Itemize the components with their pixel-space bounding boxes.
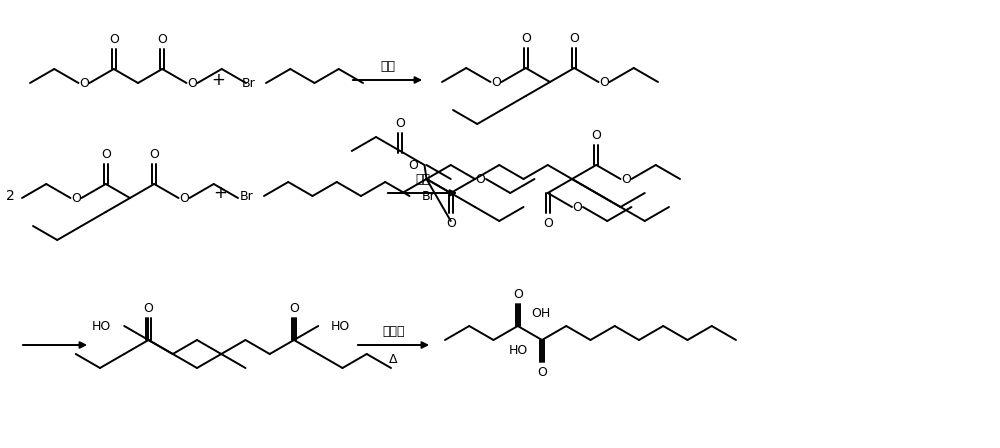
Text: O: O bbox=[491, 76, 501, 89]
Text: O: O bbox=[543, 216, 553, 229]
Text: O: O bbox=[144, 302, 153, 314]
Text: O: O bbox=[289, 302, 299, 314]
Text: O: O bbox=[71, 191, 81, 204]
Text: Δ: Δ bbox=[389, 353, 398, 366]
Text: O: O bbox=[599, 76, 609, 89]
Text: O: O bbox=[395, 116, 405, 129]
Text: O: O bbox=[591, 129, 601, 142]
Text: OH: OH bbox=[532, 306, 551, 319]
Text: Br: Br bbox=[240, 190, 254, 202]
Text: O: O bbox=[187, 77, 197, 90]
Text: O: O bbox=[521, 31, 531, 44]
Text: Br: Br bbox=[242, 77, 256, 90]
Text: O: O bbox=[621, 172, 631, 185]
Text: Br: Br bbox=[421, 190, 435, 202]
Text: O: O bbox=[537, 366, 547, 379]
Text: 催化剂: 催化剂 bbox=[382, 324, 405, 337]
Text: O: O bbox=[157, 33, 167, 46]
Text: O: O bbox=[179, 191, 189, 204]
Text: 强碱: 强碱 bbox=[415, 172, 430, 185]
Text: HO: HO bbox=[92, 319, 111, 332]
Text: O: O bbox=[101, 147, 111, 160]
Text: O: O bbox=[409, 159, 419, 172]
Text: 2: 2 bbox=[6, 189, 14, 203]
Text: O: O bbox=[513, 288, 523, 301]
Text: O: O bbox=[573, 201, 582, 214]
Text: O: O bbox=[446, 216, 456, 229]
Text: O: O bbox=[79, 77, 89, 90]
Text: O: O bbox=[149, 147, 159, 160]
Text: O: O bbox=[569, 31, 579, 44]
Text: O: O bbox=[476, 172, 485, 185]
Text: HO: HO bbox=[509, 344, 528, 357]
Text: +: + bbox=[211, 71, 225, 89]
Text: 强碱: 强碱 bbox=[380, 60, 395, 73]
Text: O: O bbox=[109, 33, 119, 46]
Text: HO: HO bbox=[331, 319, 350, 332]
Text: +: + bbox=[213, 184, 227, 202]
